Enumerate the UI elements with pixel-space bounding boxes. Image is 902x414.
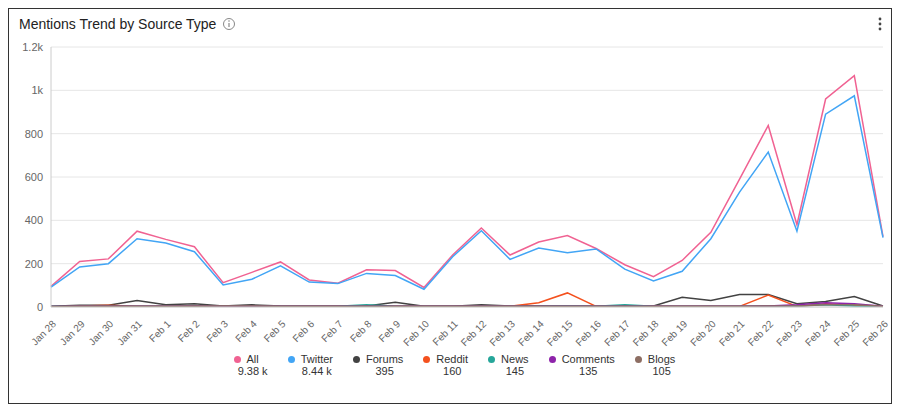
svg-text:Feb 6: Feb 6 xyxy=(290,318,316,344)
svg-text:200: 200 xyxy=(25,258,43,270)
svg-text:Feb 14: Feb 14 xyxy=(516,318,546,348)
svg-text:Feb 2: Feb 2 xyxy=(176,318,202,344)
svg-text:Feb 1: Feb 1 xyxy=(147,318,173,344)
html-text:All: All xyxy=(246,353,259,365)
html-text:Mentions Trend by Source Type: Mentions Trend by Source Type xyxy=(19,16,217,32)
svg-text:Feb 21: Feb 21 xyxy=(717,318,747,348)
svg-text:Feb 16: Feb 16 xyxy=(573,318,603,348)
svg-text:Feb 7: Feb 7 xyxy=(319,318,345,344)
html-text:Comments: Comments xyxy=(561,353,615,365)
svg-text:Feb 5: Feb 5 xyxy=(262,318,288,344)
html-text:135: 135 xyxy=(579,365,598,377)
svg-text:0: 0 xyxy=(37,301,43,313)
svg-text:Feb 18: Feb 18 xyxy=(631,318,661,348)
svg-text:1.2k: 1.2k xyxy=(22,41,43,53)
svg-text:Jan 29: Jan 29 xyxy=(58,318,87,347)
svg-text:Feb 11: Feb 11 xyxy=(430,318,460,348)
svg-text:Jan 31: Jan 31 xyxy=(115,318,144,347)
html-text:Blogs: Blogs xyxy=(647,353,676,365)
svg-text:Feb 13: Feb 13 xyxy=(487,318,517,348)
svg-text:Feb 19: Feb 19 xyxy=(659,318,689,348)
svg-text:Feb 20: Feb 20 xyxy=(688,318,718,348)
svg-text:Jan 28: Jan 28 xyxy=(29,318,58,347)
svg-text:400: 400 xyxy=(25,214,43,226)
html-text:Twitter: Twitter xyxy=(300,353,333,365)
svg-text:1k: 1k xyxy=(31,84,43,96)
svg-text:Feb 10: Feb 10 xyxy=(401,318,431,348)
html-text:9.38 k: 9.38 k xyxy=(237,365,268,377)
svg-text:Feb 25: Feb 25 xyxy=(832,318,862,348)
svg-text:600: 600 xyxy=(25,171,43,183)
html-text:News: News xyxy=(501,353,529,365)
svg-text:Jan 30: Jan 30 xyxy=(86,318,115,347)
svg-text:Feb 22: Feb 22 xyxy=(746,318,776,348)
html-text:145: 145 xyxy=(505,365,524,377)
html-text:395: 395 xyxy=(375,365,394,377)
html-text:160: 160 xyxy=(443,365,462,377)
html-text:Forums: Forums xyxy=(366,353,404,365)
svg-text:800: 800 xyxy=(25,128,43,140)
svg-text:Feb 12: Feb 12 xyxy=(459,318,489,348)
svg-text:Feb 15: Feb 15 xyxy=(545,318,575,348)
svg-text:Feb 8: Feb 8 xyxy=(348,318,374,344)
svg-text:Feb 3: Feb 3 xyxy=(204,318,230,344)
svg-text:Feb 23: Feb 23 xyxy=(774,318,804,348)
svg-text:Feb 17: Feb 17 xyxy=(602,318,632,348)
svg-text:Feb 4: Feb 4 xyxy=(233,318,259,344)
svg-text:Feb 9: Feb 9 xyxy=(376,318,402,344)
html-text:8.44 k: 8.44 k xyxy=(301,365,332,377)
svg-text:Feb 24: Feb 24 xyxy=(803,318,833,348)
html-text:105: 105 xyxy=(652,365,671,377)
svg-text:Feb 26: Feb 26 xyxy=(860,318,890,348)
html-text:Reddit: Reddit xyxy=(436,353,469,365)
